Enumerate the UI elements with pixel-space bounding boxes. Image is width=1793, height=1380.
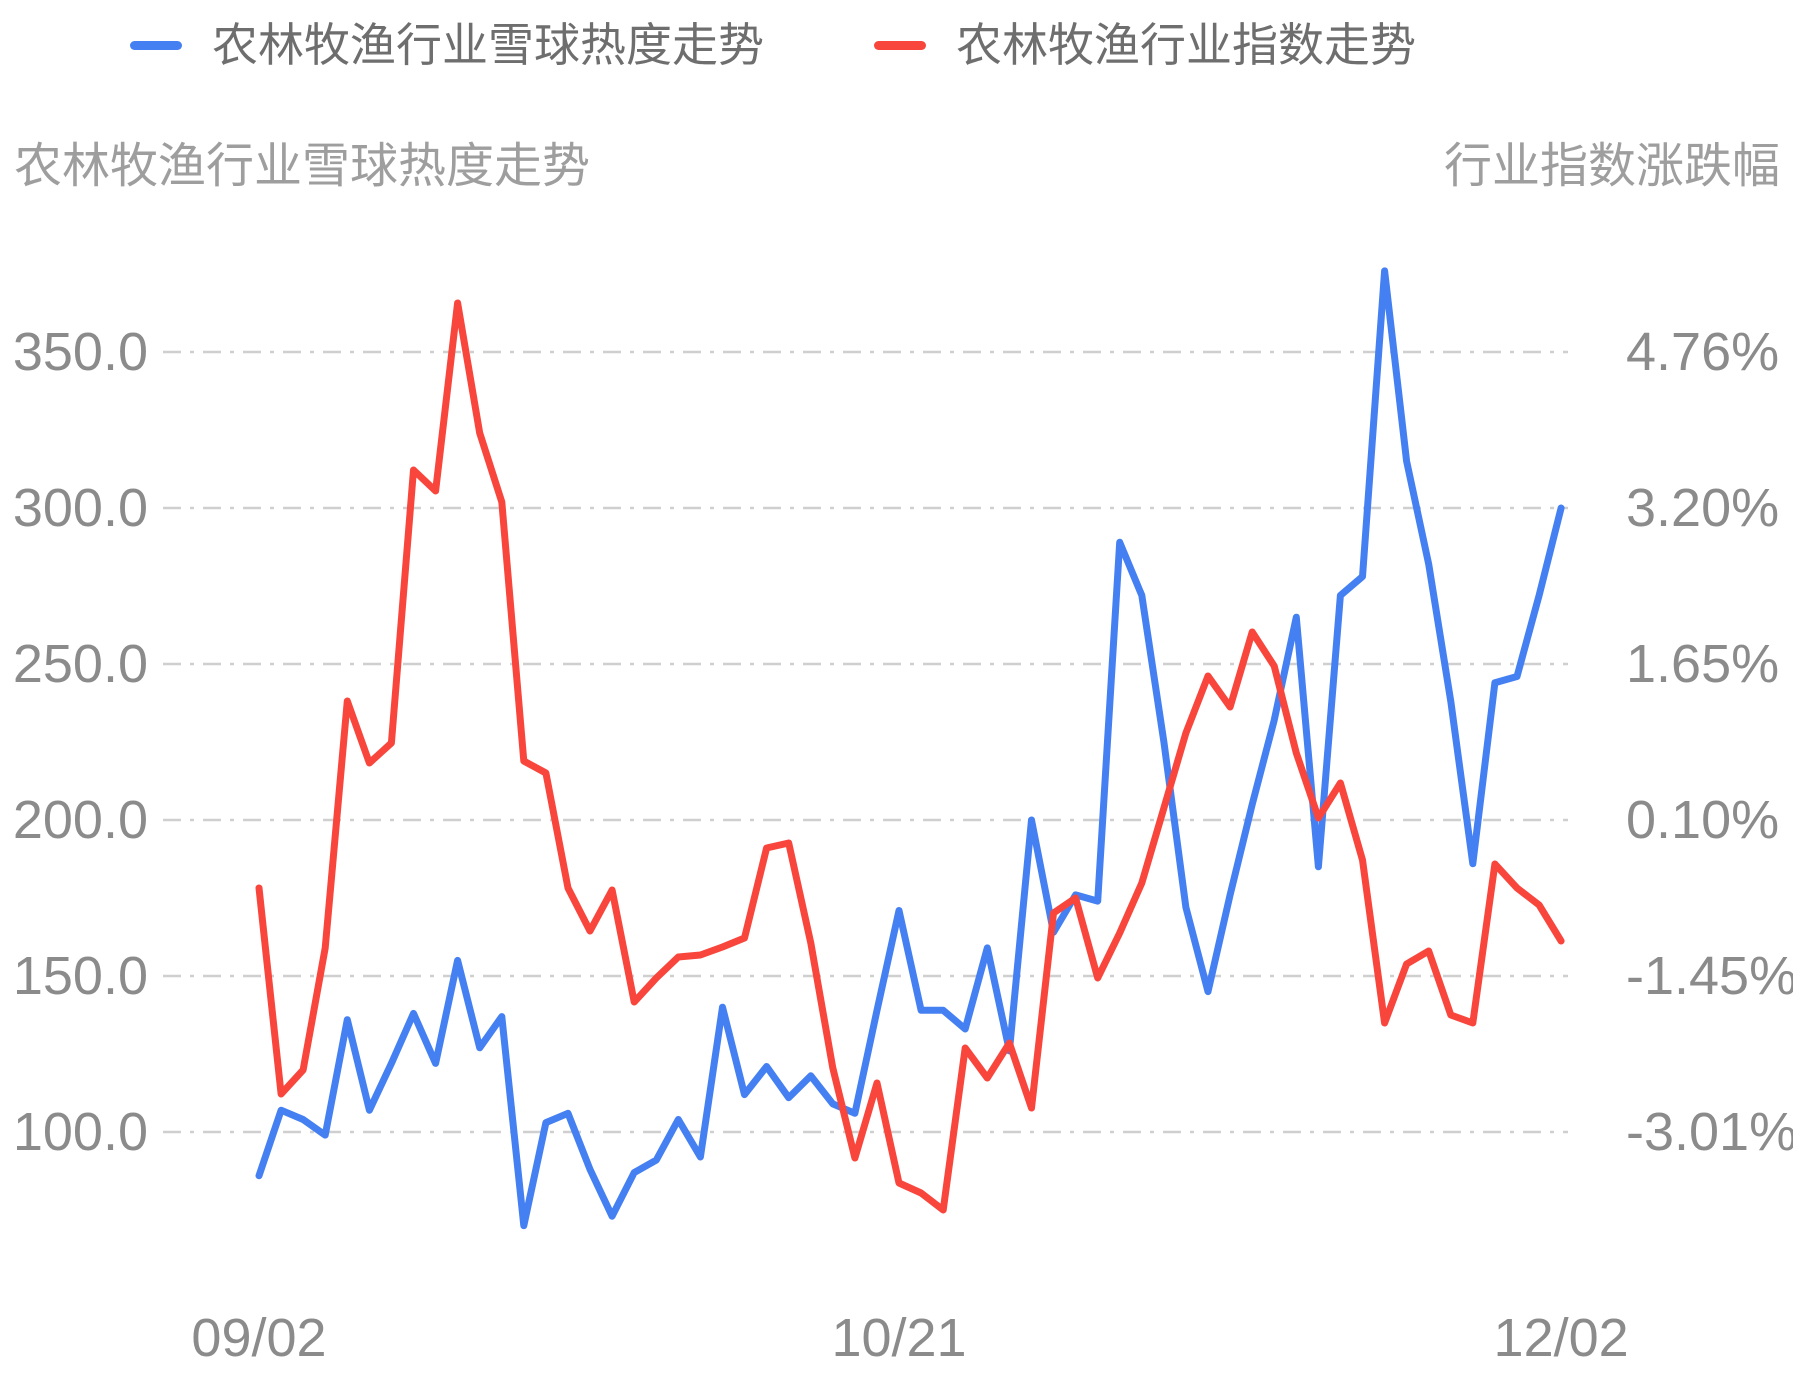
right-axis-tick-label: 4.76% <box>1626 322 1779 382</box>
legend-item-index[interactable]: 农林牧渔行业指数走势 <box>874 14 1416 76</box>
legend: 农林牧渔行业雪球热度走势 农林牧渔行业指数走势 <box>0 14 1793 76</box>
legend-item-heat[interactable]: 农林牧渔行业雪球热度走势 <box>130 14 764 76</box>
left-axis-tick-label: 350.0 <box>13 322 148 382</box>
legend-marker-index-icon <box>874 40 926 50</box>
x-axis-tick-label: 09/02 <box>191 1308 326 1368</box>
legend-label-index: 农林牧渔行业指数走势 <box>956 19 1416 71</box>
legend-marker-heat-icon <box>130 40 182 50</box>
right-axis-tick-label: 1.65% <box>1626 634 1779 694</box>
right-axis-tick-label: 3.20% <box>1626 478 1779 538</box>
index-series-line[interactable] <box>255 299 1565 1214</box>
left-axis-tick-label: 200.0 <box>13 790 148 850</box>
left-axis-tick-label: 150.0 <box>13 946 148 1006</box>
legend-label-heat: 农林牧渔行业雪球热度走势 <box>212 19 764 71</box>
left-axis-title: 农林牧渔行业雪球热度走势 <box>14 140 591 193</box>
left-axis-tick-label: 100.0 <box>13 1102 148 1162</box>
left-axis-tick-label: 250.0 <box>13 634 148 694</box>
right-axis-tick-label: -1.45% <box>1626 946 1793 1006</box>
right-axis-tick-label: -3.01% <box>1626 1102 1793 1162</box>
right-axis-title: 行业指数涨跌幅 <box>1443 140 1780 193</box>
heat-series-line[interactable] <box>255 267 1565 1230</box>
right-axis-tick-label: 0.10% <box>1626 790 1779 850</box>
x-axis-tick-label: 12/02 <box>1494 1308 1629 1368</box>
left-axis-tick-label: 300.0 <box>13 478 148 538</box>
x-axis-tick-label: 10/21 <box>831 1308 966 1368</box>
